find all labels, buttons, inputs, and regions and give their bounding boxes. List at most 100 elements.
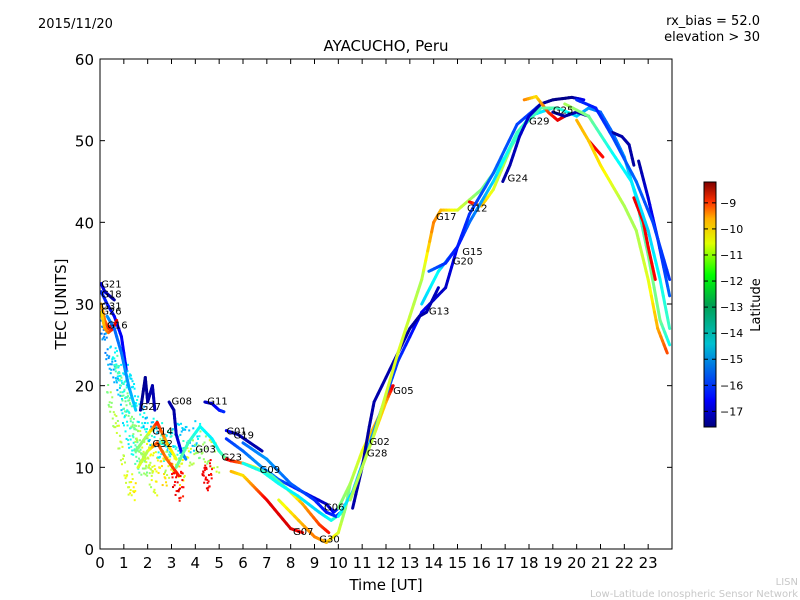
scatter-point [129, 489, 132, 492]
arc-segment [535, 106, 543, 114]
scatter-point [143, 460, 146, 463]
scatter-point [101, 326, 104, 329]
arc-segment [299, 530, 305, 535]
scatter-point [148, 472, 151, 475]
scatter-point [105, 336, 108, 339]
arc-segment [491, 163, 499, 175]
scatter-point [113, 413, 116, 416]
scatter-point [109, 391, 112, 394]
satellite-label: G12 [467, 204, 487, 215]
scatter-point [152, 470, 155, 473]
scatter-point [123, 380, 126, 383]
scatter-point [121, 382, 124, 385]
scatter-point [111, 417, 114, 420]
scatter-point [103, 335, 106, 338]
arc-segment [600, 154, 605, 159]
scatter-point [129, 417, 132, 420]
scatter-point [113, 381, 116, 384]
x-tick-label: 10 [329, 554, 348, 572]
scatter-point [206, 478, 209, 481]
arc-segment [175, 471, 181, 477]
scatter-point [119, 403, 122, 406]
scatter-point [164, 469, 167, 472]
scatter-point [157, 451, 160, 454]
scatter-point [181, 447, 184, 450]
scatter-point [118, 378, 121, 381]
scatter-point [150, 443, 153, 446]
scatter-point [109, 363, 112, 366]
satellite-label: G15 [462, 247, 482, 258]
scatter-point [118, 447, 121, 450]
scatter-point [158, 455, 161, 458]
scatter-point [127, 443, 130, 446]
scatter-point [123, 390, 126, 393]
arc-segment [173, 454, 178, 461]
scatter-point [204, 435, 207, 438]
scatter-point [115, 366, 118, 369]
scatter-point [113, 365, 116, 368]
satellite-label: G11 [207, 396, 227, 407]
scatter-point [110, 363, 113, 366]
scatter-point [129, 377, 132, 380]
scatter-point [110, 406, 113, 409]
scatter-point [138, 471, 141, 474]
arc-segment [511, 131, 519, 143]
arc-segment [364, 444, 372, 458]
scatter-point [128, 402, 131, 405]
scatter-point [133, 383, 136, 386]
arc-segment [631, 160, 636, 167]
scatter-point [119, 394, 122, 397]
scatter-point [130, 425, 133, 428]
scatter-point [118, 386, 121, 389]
scatter-point [136, 460, 139, 463]
arc-segment [112, 297, 116, 302]
scatter-point [140, 473, 143, 476]
scatter-point [128, 486, 131, 489]
scatter-point [197, 444, 200, 447]
scatter-point [178, 499, 181, 502]
scatter-point [175, 490, 178, 493]
satellite-label: G29 [529, 116, 549, 127]
scatter-point [135, 428, 138, 431]
scatter-point [154, 491, 157, 494]
scatter-point [130, 453, 133, 456]
scatter-point [158, 441, 161, 444]
colorbar-tick-label: −11 [720, 249, 743, 262]
scatter-point [136, 420, 139, 423]
scatter-point [150, 434, 153, 437]
scatter-point [170, 468, 173, 471]
scatter-point [152, 454, 155, 457]
arc-segment [384, 378, 392, 396]
scatter-point [206, 489, 209, 492]
scatter-point [202, 470, 205, 473]
scatter-point [211, 468, 214, 471]
scatter-point [135, 404, 138, 407]
scatter-point [124, 414, 127, 417]
scatter-point [118, 374, 121, 377]
scatter-point [210, 477, 213, 480]
scatter-point [145, 461, 148, 464]
scatter-point [117, 364, 120, 367]
scatter-point [137, 429, 140, 432]
scatter-point [161, 484, 164, 487]
scatter-point [204, 460, 207, 463]
arc-segment [424, 249, 430, 262]
scatter-point [115, 415, 118, 418]
scatter-point [164, 471, 167, 474]
scatter-point [108, 355, 111, 358]
scatter-point [129, 403, 132, 406]
scatter-point [149, 454, 152, 457]
scatter-point [114, 377, 117, 380]
scatter-point [129, 420, 132, 423]
scatter-point [130, 445, 133, 448]
scatter-point [159, 442, 162, 445]
arc-segment [511, 122, 519, 134]
scatter-point [123, 373, 126, 376]
scatter-point [114, 359, 117, 362]
scatter-point [197, 437, 200, 440]
scatter-point [160, 442, 163, 445]
scatter-point [194, 420, 197, 423]
scatter-point [204, 476, 207, 479]
rx-bias-label: rx_bias = 52.0 [666, 14, 760, 29]
scatter-point [171, 463, 174, 466]
